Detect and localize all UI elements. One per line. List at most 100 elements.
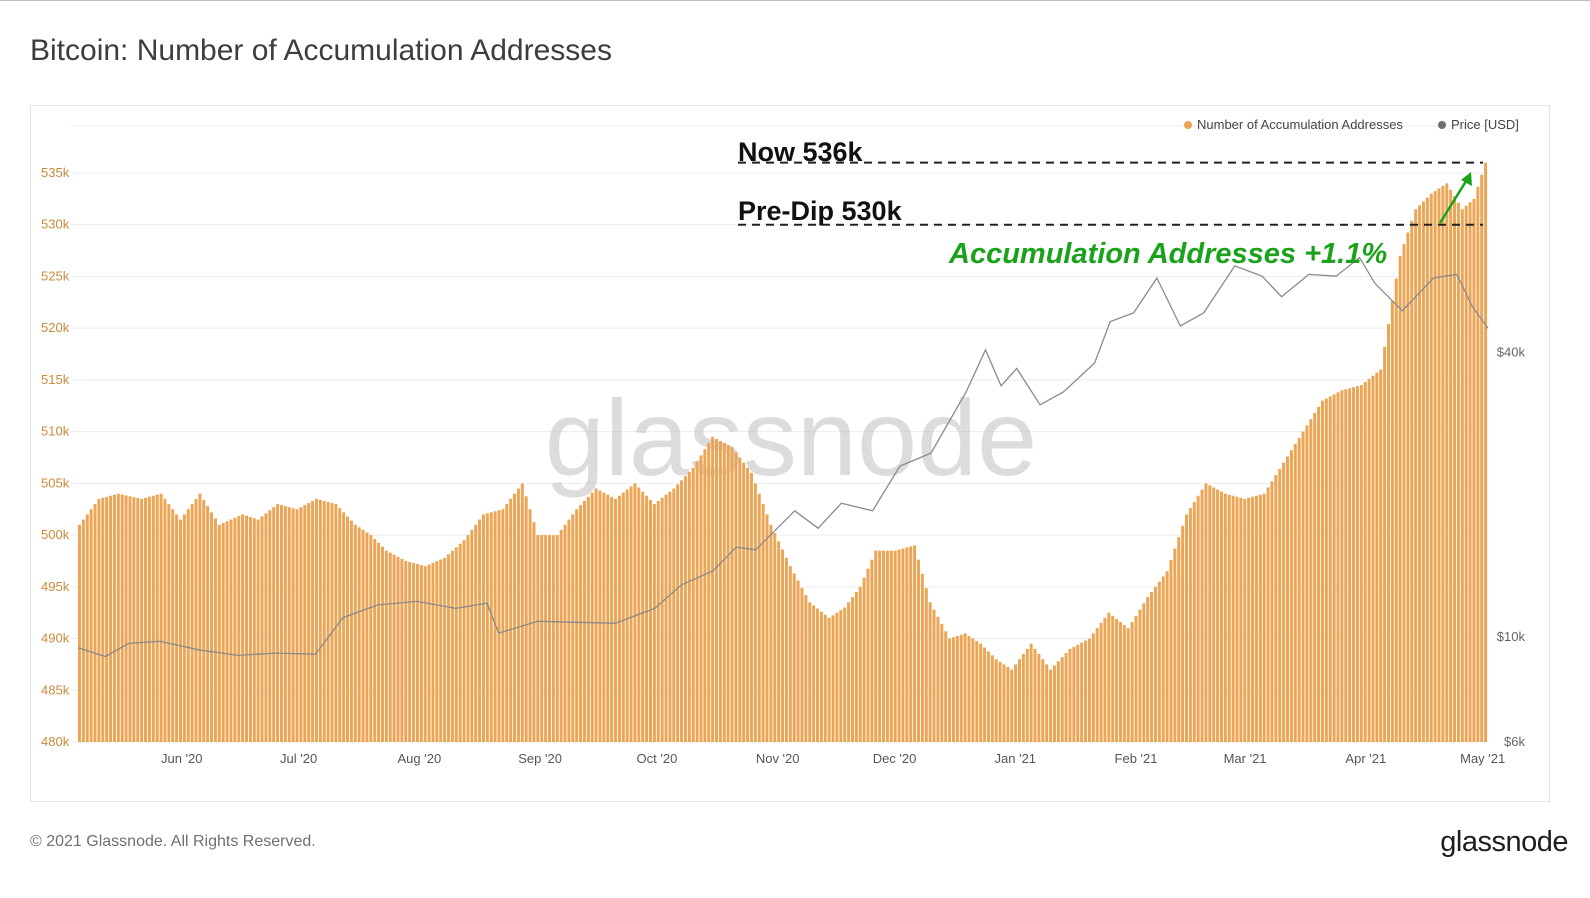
- accumulation-bar: [1375, 372, 1379, 742]
- accumulation-bar: [652, 504, 656, 742]
- accumulation-bar: [594, 488, 598, 742]
- accumulation-bar: [171, 509, 175, 742]
- accumulation-bar: [769, 524, 773, 742]
- accumulation-bar: [1468, 202, 1472, 742]
- accumulation-bar: [489, 512, 493, 742]
- chart: glassnode 480k 485k 490k 495k 500k 505k 510k 51…: [41, 117, 1525, 766]
- accumulation-bar: [994, 659, 998, 742]
- accumulation-bar: [1045, 664, 1049, 742]
- accumulation-bar: [940, 624, 944, 742]
- accumulation-bar: [749, 473, 753, 742]
- accumulation-bar: [1418, 205, 1422, 743]
- accumulation-bar: [1359, 385, 1363, 742]
- accumulation-bar: [963, 633, 967, 742]
- accumulation-bar: [404, 560, 408, 742]
- accumulation-bar: [1398, 255, 1402, 742]
- accumulation-bar: [668, 491, 672, 742]
- y-tick-label: 535k: [41, 165, 70, 180]
- accumulation-bar: [299, 507, 303, 742]
- accumulation-bar: [1414, 209, 1418, 742]
- accumulation-bar: [447, 554, 450, 742]
- accumulation-bar: [928, 602, 932, 742]
- accumulation-bar: [730, 447, 734, 742]
- accumulation-bar: [1406, 232, 1410, 742]
- accumulation-bar: [178, 519, 182, 742]
- legend-label-price[interactable]: Price [USD]: [1451, 117, 1519, 132]
- accumulation-bar: [85, 514, 89, 742]
- legend-label-accumulation[interactable]: Number of Accumulation Addresses: [1197, 117, 1403, 132]
- accumulation-bar: [726, 445, 730, 742]
- accumulation-bar: [1072, 646, 1076, 742]
- accumulation-bar: [555, 535, 559, 742]
- accumulation-bar: [493, 511, 497, 742]
- accumulation-bar: [1052, 665, 1056, 742]
- accumulation-bar: [1336, 392, 1340, 742]
- accumulation-bar: [1429, 193, 1433, 742]
- accumulation-bar: [136, 498, 140, 742]
- y-tick-label: 490k: [41, 631, 70, 646]
- x-tick-label: Feb '21: [1115, 751, 1158, 766]
- accumulation-bar: [1018, 659, 1021, 742]
- annotations: Now 536k Pre-Dip 530k Accumulation Addre…: [738, 137, 1483, 270]
- accumulation-bar: [144, 497, 148, 742]
- accumulation-bar: [870, 559, 874, 742]
- predip-label: Pre-Dip 530k: [738, 196, 903, 226]
- y-axis-left: 480k 485k 490k 495k 500k 505k 510k 515k 520k 525k…: [41, 165, 70, 749]
- accumulation-bar: [1394, 278, 1398, 742]
- accumulation-bar: [629, 486, 633, 742]
- accumulation-bar: [334, 504, 338, 742]
- accumulation-bar: [536, 535, 540, 742]
- accumulation-bar: [140, 498, 144, 742]
- accumulation-bar: [1099, 623, 1103, 742]
- accumulation-bar: [481, 514, 485, 742]
- accumulation-bar: [532, 522, 536, 742]
- accumulation-bar: [1056, 661, 1060, 742]
- accumulation-bar: [948, 638, 952, 742]
- accumulation-bar: [1033, 648, 1037, 742]
- accumulation-bar: [202, 499, 206, 742]
- accumulation-bar: [1476, 186, 1480, 742]
- accumulation-bar: [936, 616, 940, 742]
- accumulation-bar: [1103, 617, 1107, 742]
- accumulation-bar: [1254, 495, 1258, 742]
- accumulation-bar: [1091, 633, 1095, 742]
- accumulation-bar: [843, 607, 847, 742]
- accumulation-bar: [1262, 493, 1266, 742]
- accumulation-bar: [1165, 571, 1169, 742]
- accumulation-bar: [318, 499, 322, 742]
- accumulation-bar: [1169, 559, 1173, 742]
- accumulation-bar: [1387, 324, 1390, 742]
- x-tick-label: Apr '21: [1345, 751, 1386, 766]
- accumulation-bar: [116, 493, 120, 742]
- accumulation-bar: [540, 535, 544, 742]
- accumulation-bar: [1235, 496, 1239, 742]
- accumulation-bar: [563, 524, 567, 742]
- accumulation-bar: [369, 535, 373, 742]
- accumulation-bar: [944, 631, 948, 742]
- accumulation-bar: [1282, 462, 1286, 742]
- x-axis: Jun '20 Jul '20 Aug '20 Sep '20 Oct '20 Nov '…: [161, 751, 1505, 766]
- accumulation-bar: [885, 550, 889, 742]
- accumulation-bar: [1243, 498, 1247, 742]
- accumulation-bar: [1041, 659, 1045, 742]
- accumulation-bar: [571, 514, 575, 742]
- accumulation-bar: [314, 498, 318, 742]
- accumulation-bar: [1068, 648, 1072, 742]
- accumulation-bar: [400, 558, 404, 742]
- accumulation-bar: [917, 559, 920, 742]
- accumulation-bar: [909, 546, 913, 742]
- accumulation-bar: [252, 518, 256, 742]
- accumulation-bar: [990, 655, 994, 742]
- accumulation-bar: [163, 498, 167, 742]
- accumulation-bar: [128, 496, 132, 742]
- accumulation-bar: [307, 503, 311, 742]
- accumulation-bar: [765, 514, 769, 742]
- accumulation-bar: [1352, 387, 1356, 742]
- accumulation-bar: [1445, 183, 1449, 742]
- accumulation-bar: [1297, 437, 1301, 742]
- accumulation-bar: [415, 564, 419, 742]
- accumulation-bar: [1049, 669, 1053, 742]
- accumulation-bar: [683, 476, 687, 742]
- accumulation-bar: [474, 524, 478, 742]
- accumulation-bar: [812, 605, 816, 742]
